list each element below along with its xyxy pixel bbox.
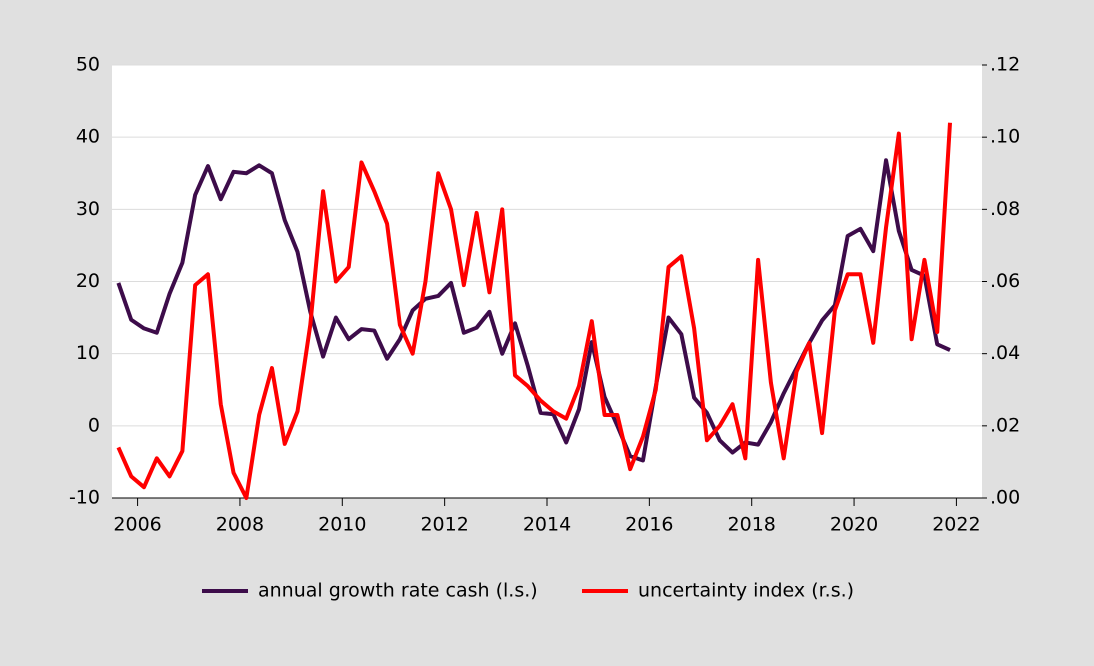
y-tick-label: 40 [76, 126, 100, 148]
y2-tick-label: .04 [990, 342, 1020, 364]
x-tick-label: 2012 [420, 514, 468, 536]
x-tick-label: 2016 [625, 514, 673, 536]
series-line [116, 122, 953, 500]
y2-tick-label: .08 [990, 198, 1020, 220]
y2-tick-label: .02 [990, 414, 1020, 436]
legend-label: uncertainty index (r.s.) [638, 580, 854, 602]
y-tick-label: 20 [76, 270, 100, 292]
series-line [116, 158, 951, 463]
x-tick-label: 2006 [113, 514, 161, 536]
y-tick-label: 30 [76, 198, 100, 220]
y2-tick-label: .06 [990, 270, 1020, 292]
y2-tick-label: .10 [990, 126, 1020, 148]
y-tick-label: 50 [76, 54, 100, 76]
x-tick-label: 2022 [932, 514, 980, 536]
y-tick-label: 10 [76, 342, 100, 364]
y-tick-label: 0 [88, 414, 100, 436]
x-tick-label: 2008 [216, 514, 264, 536]
legend-label: annual growth rate cash (l.s.) [258, 580, 538, 602]
y2-tick-label: .00 [990, 487, 1020, 509]
x-tick-label: 2020 [830, 514, 878, 536]
x-tick-label: 2014 [523, 514, 571, 536]
x-tick-label: 2018 [728, 514, 776, 536]
x-tick-label: 2010 [318, 514, 366, 536]
y-tick-label: -10 [69, 487, 100, 509]
y2-tick-label: .12 [990, 54, 1020, 76]
